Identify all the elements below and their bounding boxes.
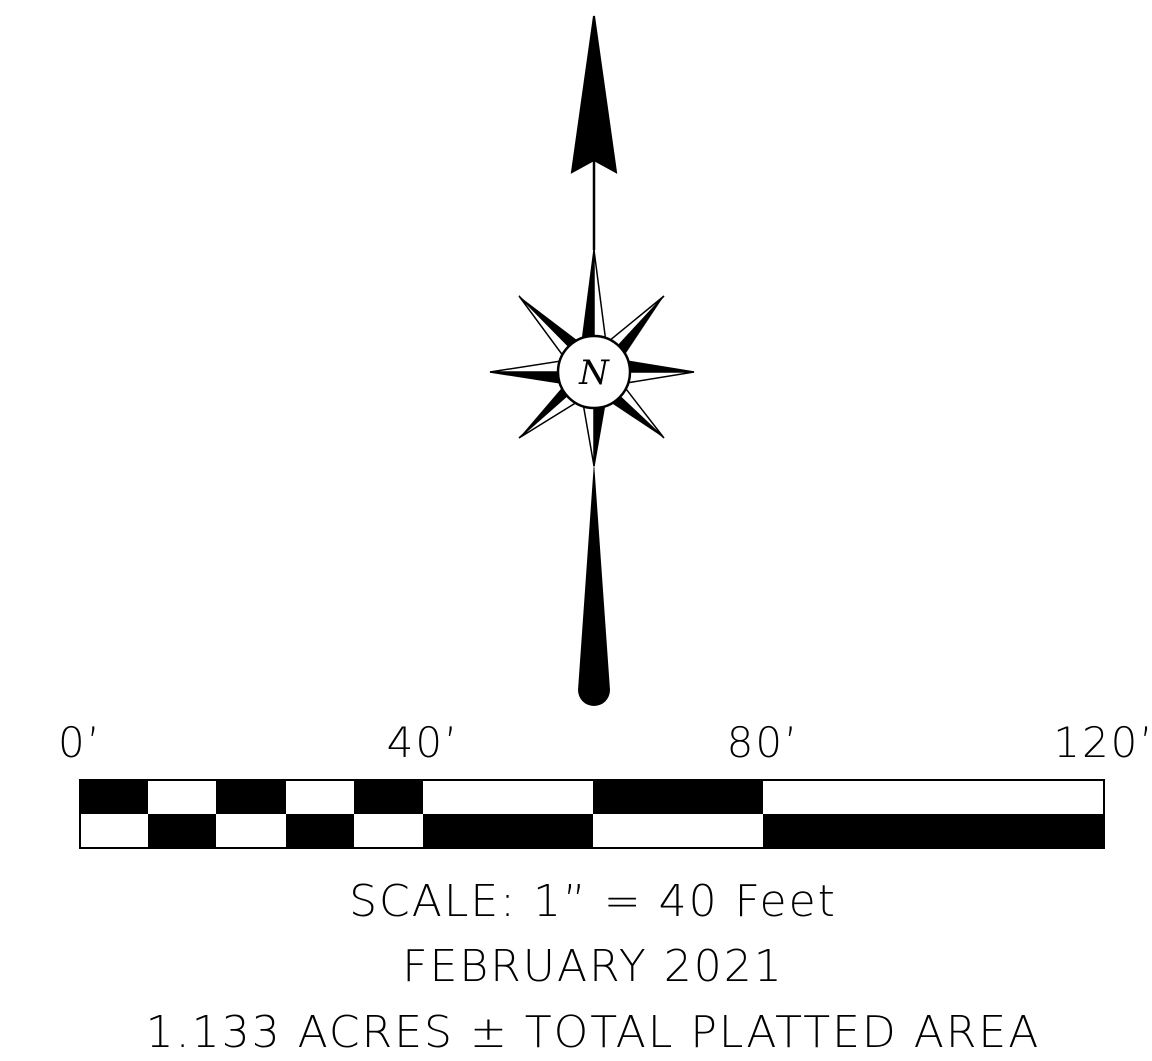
north-arrow: N xyxy=(489,15,695,706)
scale-tick-label-80: 80’ xyxy=(727,718,800,767)
platted-area-note: 1.133 ACRES ± TOTAL PLATTED AREA xyxy=(146,1007,1041,1058)
compass-center-circle xyxy=(556,334,632,410)
compass-north-letter: N xyxy=(578,353,610,393)
scale-tick-label-120: 120’ xyxy=(1053,718,1152,767)
scale-bar-outline xyxy=(79,779,1105,849)
scale-tick-label-40: 40’ xyxy=(387,718,460,767)
scale-statement: SCALE: 1” = 40 Feet xyxy=(349,876,837,927)
plat-date: FEBRUARY 2021 xyxy=(402,941,783,992)
north-arrowhead xyxy=(570,15,618,174)
scale-bar-segments xyxy=(80,780,1104,848)
compass-rose: N xyxy=(489,249,695,467)
scale-bar: 0’ 40’ 80’ 120’ xyxy=(58,718,1152,849)
scale-tick-label-0: 0’ xyxy=(58,718,102,767)
north-arrow-tail xyxy=(578,462,610,706)
